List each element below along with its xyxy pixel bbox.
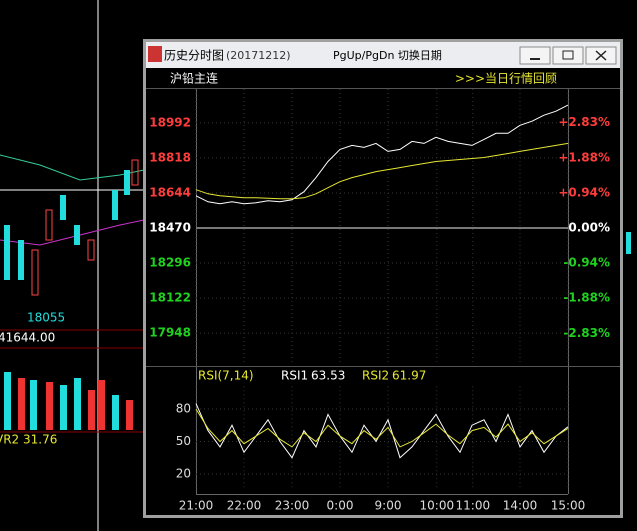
window-frame bbox=[143, 39, 623, 518]
y2-tick-label: +1.88% bbox=[558, 151, 610, 165]
instrument-name: 沪铅主连 bbox=[170, 71, 218, 86]
y-tick-label: 20 bbox=[176, 466, 191, 480]
x-tick-label: 0:00 bbox=[327, 499, 354, 513]
window-hint: PgUp/PgDn 切换日期 bbox=[333, 48, 442, 62]
y-tick-label: 18992 bbox=[149, 115, 191, 129]
series-line bbox=[195, 104, 569, 205]
legend-name: RSI2 bbox=[362, 369, 389, 383]
x-tick-label: 15:00 bbox=[551, 499, 586, 513]
maximize-icon bbox=[562, 50, 574, 60]
y2-tick-label: +0.94% bbox=[558, 186, 610, 200]
bg-label: 41644.00 bbox=[0, 331, 55, 345]
minimize-button[interactable] bbox=[519, 46, 551, 65]
app-icon bbox=[148, 46, 162, 62]
bg-candles bbox=[4, 170, 130, 280]
window-date: (20171212) bbox=[226, 49, 291, 62]
series-line bbox=[195, 403, 569, 459]
history-window: 历史分时图 (20171212) PgUp/PgDn 切换日期 沪铅主连 >>>… bbox=[143, 39, 623, 518]
x-tick-label: 14:00 bbox=[503, 499, 538, 513]
y-tick-label: 18644 bbox=[149, 185, 191, 199]
x-tick-label: 9:00 bbox=[375, 499, 402, 513]
x-tick-label: 11:00 bbox=[456, 499, 491, 513]
y-tick-label: 18818 bbox=[149, 150, 191, 164]
series-line bbox=[195, 408, 569, 448]
y2-tick-label: 0.00% bbox=[568, 221, 610, 235]
y2-tick-label: -1.88% bbox=[563, 291, 610, 305]
series-line bbox=[195, 142, 569, 200]
bg-volume bbox=[18, 378, 133, 430]
close-icon bbox=[595, 50, 607, 61]
y-tick-label: 18122 bbox=[149, 291, 191, 305]
x-tick-label: 22:00 bbox=[227, 499, 262, 513]
bg-volume bbox=[4, 372, 119, 430]
window-title: 历史分时图 bbox=[164, 49, 224, 63]
legend-value: 61.97 bbox=[392, 369, 426, 383]
x-tick-label: 10:00 bbox=[420, 499, 455, 513]
minimize-icon bbox=[530, 58, 540, 60]
y-tick-label: 50 bbox=[176, 434, 191, 448]
legend-value: 63.53 bbox=[311, 369, 345, 383]
y2-tick-label: -2.83% bbox=[563, 326, 610, 340]
bg-label: 18055 bbox=[27, 311, 65, 325]
y2-tick-label: -0.94% bbox=[563, 256, 610, 270]
y-tick-label: 80 bbox=[176, 401, 191, 415]
x-tick-label: 23:00 bbox=[275, 499, 310, 513]
maximize-button[interactable] bbox=[552, 46, 584, 65]
review-link[interactable]: >>>当日行情回顾 bbox=[455, 72, 557, 86]
bg-edge bbox=[622, 180, 637, 280]
bg-candles bbox=[626, 232, 631, 254]
x-tick-label: 21:00 bbox=[179, 499, 214, 513]
legend-name: RSI1 bbox=[281, 369, 308, 383]
indicator-title: RSI(7,14) bbox=[198, 369, 254, 383]
bg-label: VR2 31.76 bbox=[0, 433, 57, 447]
bg-candles bbox=[31, 159, 139, 296]
y-tick-label: 18296 bbox=[149, 256, 191, 270]
y2-tick-label: +2.83% bbox=[558, 115, 610, 129]
y-tick-label: 17948 bbox=[149, 326, 191, 340]
y-tick-label: 18470 bbox=[149, 221, 191, 235]
